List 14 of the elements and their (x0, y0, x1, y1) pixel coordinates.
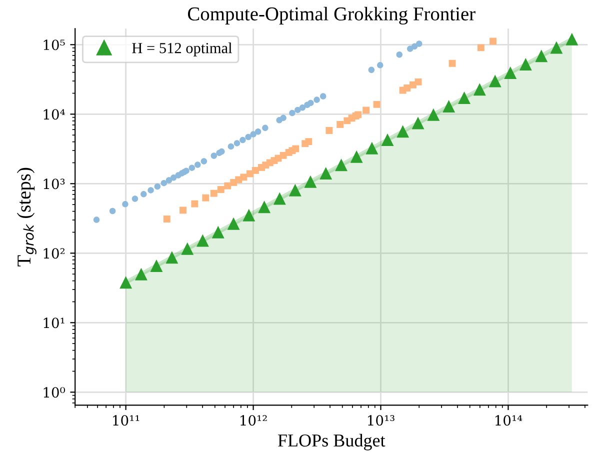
y-tick-label: 10¹ (44, 318, 64, 328)
x-tick-label: 10¹¹ (113, 415, 140, 426)
x-tick-label: 10¹³ (368, 415, 394, 426)
x-tick-label: 10¹² (240, 415, 267, 426)
legend-label: H = 512 optimal (132, 42, 232, 56)
x-tick-label: 10¹⁴ (496, 415, 522, 426)
y-tick-label: 10⁰ (44, 387, 66, 398)
y-tick-label: 10⁴ (44, 109, 65, 120)
y-tick-label: 10² (44, 248, 64, 259)
chart-title: Compute-Optimal Grokking Frontier (188, 6, 476, 25)
y-axis-title: T$_{grok}$ (steps) (16, 168, 36, 266)
y-tick-label: 10³ (44, 178, 65, 190)
y-tick-label: 10⁵ (44, 40, 65, 50)
x-axis-title: FLOPs Budget (278, 434, 386, 450)
